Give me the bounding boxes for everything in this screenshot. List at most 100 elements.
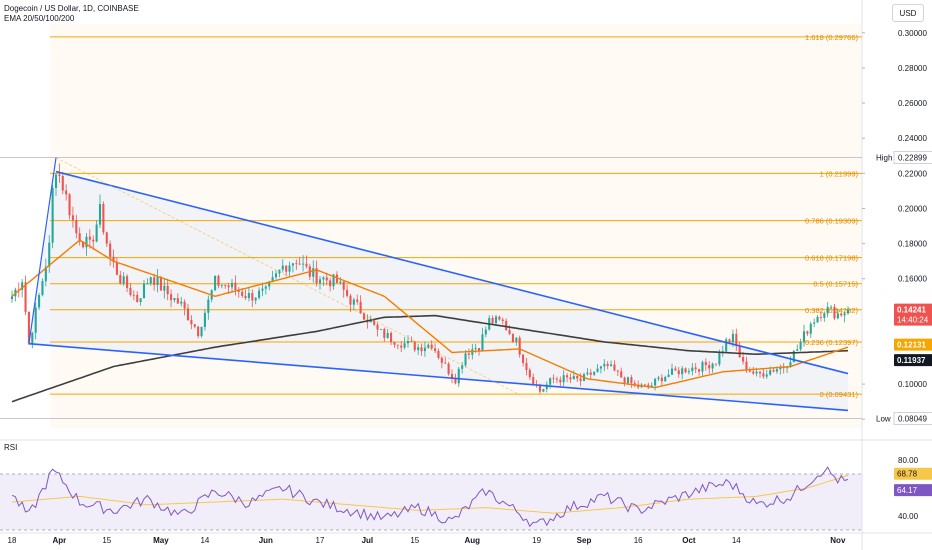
candle — [484, 329, 487, 335]
candle — [254, 297, 257, 301]
candle — [68, 194, 71, 216]
candle — [85, 236, 88, 248]
candle — [498, 316, 501, 320]
candle — [406, 341, 410, 344]
price-badge-value: 0.14241 — [897, 306, 926, 315]
fib-label-1: 1 (0.21999) — [820, 169, 859, 178]
candle — [281, 265, 284, 270]
candle — [369, 320, 372, 323]
candle — [61, 175, 64, 191]
candle — [701, 362, 704, 372]
candle — [146, 283, 149, 285]
candle — [542, 389, 545, 392]
x-tick-label: Jun — [259, 536, 273, 545]
candle — [674, 368, 677, 371]
marker-value-low: 0.08049 — [898, 414, 927, 423]
candle — [555, 378, 558, 380]
candle — [779, 367, 782, 370]
candle — [27, 311, 30, 344]
candle — [48, 242, 51, 267]
candle — [186, 308, 190, 321]
candle — [261, 288, 264, 291]
candle — [342, 281, 345, 290]
candle — [98, 204, 102, 225]
candle — [620, 371, 623, 378]
fib-label-0.5: 0.5 (0.15715) — [813, 280, 858, 289]
candle — [356, 299, 359, 302]
candle — [373, 320, 376, 325]
candle — [450, 374, 454, 378]
candle — [362, 313, 366, 320]
y-tick-label: 0.20000 — [898, 204, 927, 213]
candle — [312, 268, 315, 277]
candle — [437, 350, 440, 358]
candle — [681, 368, 684, 375]
candle — [522, 354, 525, 363]
candle — [102, 204, 105, 233]
candle — [501, 319, 504, 321]
candle — [447, 363, 450, 375]
candle — [82, 241, 85, 248]
candle — [332, 274, 335, 287]
x-tick-label: Jul — [362, 536, 374, 545]
rsi-badge-value: 64.17 — [897, 486, 918, 495]
rsi-badge — [894, 484, 932, 497]
candle — [295, 263, 298, 265]
candle — [613, 364, 616, 371]
candle — [765, 374, 768, 377]
candle — [54, 174, 58, 188]
candle — [735, 333, 738, 347]
price-badge-value: 0.11937 — [897, 356, 926, 365]
wedge-upper-line — [55, 170, 849, 375]
x-tick-label: Apr — [52, 536, 66, 545]
candle — [298, 263, 301, 265]
y-tick-label: 0.26000 — [898, 99, 927, 108]
candle — [180, 301, 183, 304]
candle — [782, 367, 785, 369]
candle — [274, 273, 278, 278]
candle — [725, 339, 728, 352]
candle — [549, 378, 552, 385]
candle — [315, 268, 318, 284]
candle — [802, 331, 806, 342]
candle — [552, 378, 555, 380]
candle — [657, 377, 660, 379]
candle — [318, 279, 322, 284]
candle — [126, 276, 129, 288]
candle — [156, 277, 159, 286]
candle — [738, 346, 741, 358]
y-tick-label: 0.30000 — [898, 29, 927, 38]
currency-button[interactable]: USD — [892, 4, 924, 22]
y-tick-label: 0.28000 — [898, 64, 927, 73]
candle — [830, 306, 833, 308]
candle — [677, 370, 680, 375]
price-badge-value: 0.12131 — [897, 341, 926, 350]
candle — [444, 362, 447, 364]
candle — [481, 334, 484, 351]
rsi-y-tick-label: 80.00 — [898, 456, 919, 465]
candle — [731, 333, 734, 343]
candle — [823, 313, 826, 318]
candle — [694, 367, 697, 370]
candle — [562, 375, 565, 383]
marker-name-high: High — [876, 154, 892, 163]
candle — [214, 275, 217, 291]
candle — [183, 301, 186, 309]
candle — [227, 285, 230, 288]
candle — [268, 281, 271, 287]
candle — [691, 367, 694, 372]
candle — [241, 291, 244, 296]
fib-zone-background — [50, 24, 862, 428]
candle — [105, 232, 108, 244]
candle — [616, 370, 619, 372]
y-tick-label: 0.10000 — [898, 380, 927, 389]
candle — [508, 330, 511, 334]
candle — [684, 368, 687, 373]
candle — [464, 353, 467, 366]
candle — [826, 307, 829, 314]
candle — [400, 345, 403, 348]
candle — [518, 337, 521, 355]
candle — [461, 365, 464, 369]
candle — [748, 370, 751, 372]
